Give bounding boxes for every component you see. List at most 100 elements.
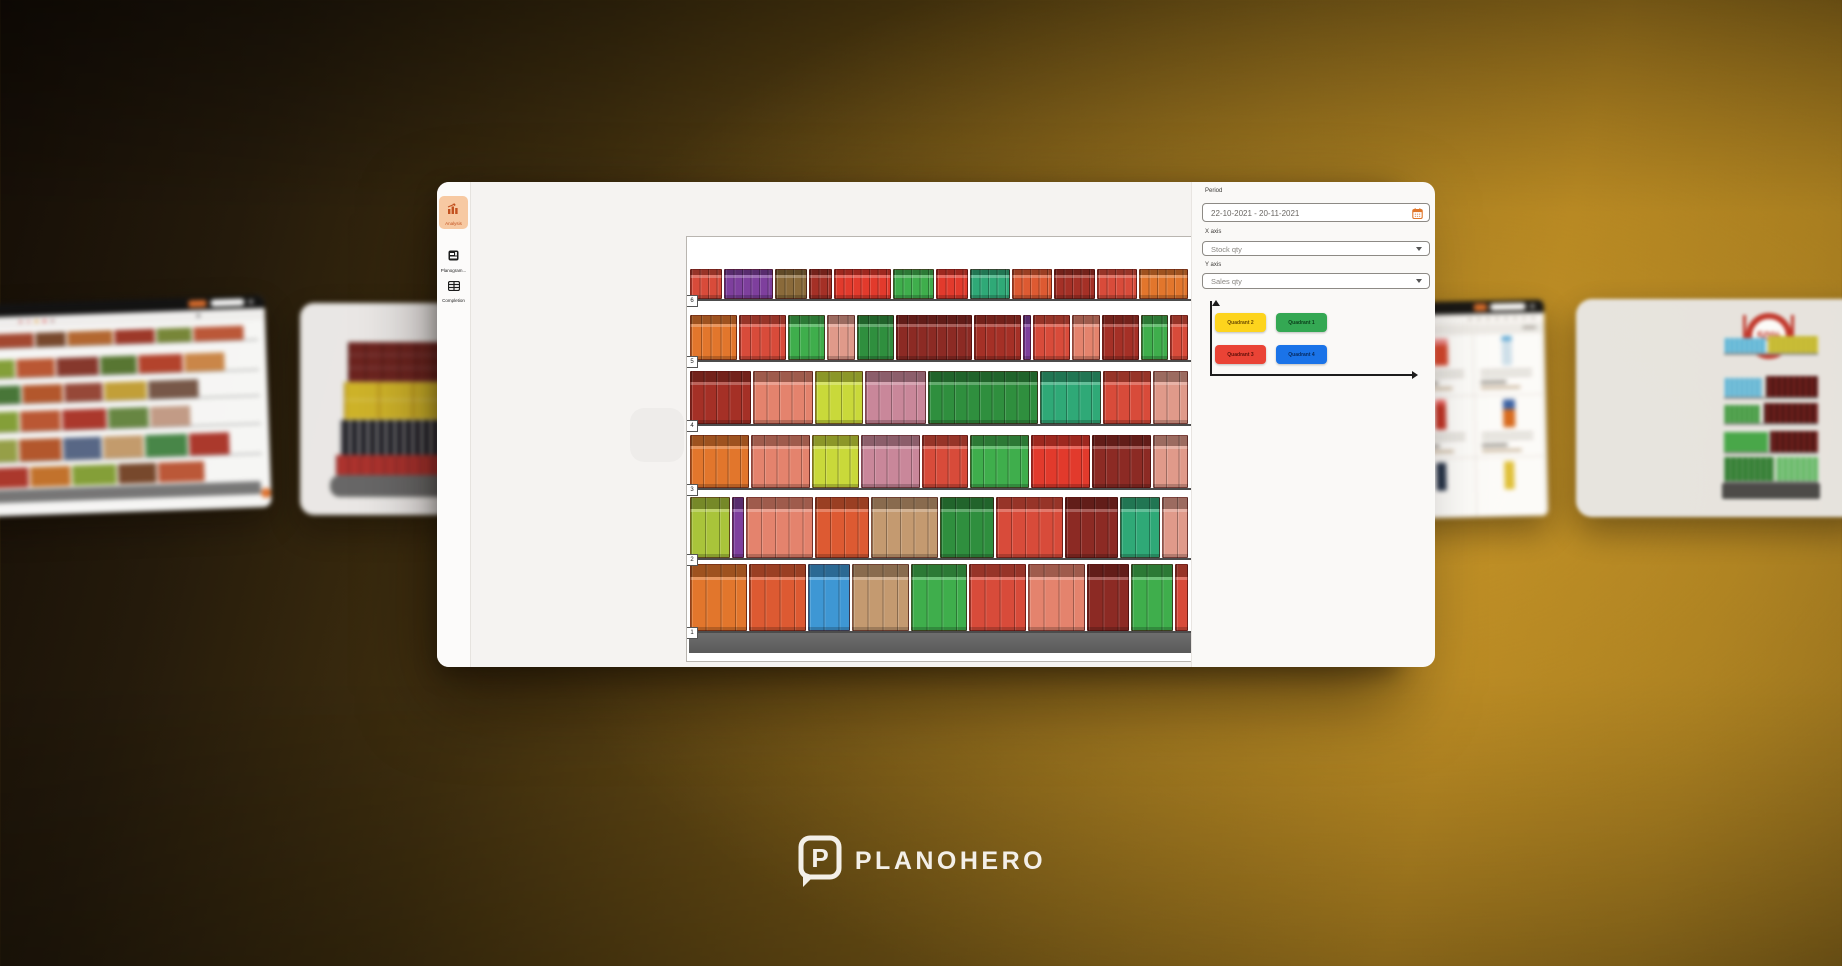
brand-lockup: P PLANOHERO [0,826,1842,896]
planogram-canvas[interactable]: 6 5 4 3 2 1 [686,236,1196,662]
product-block[interactable] [1011,269,1053,299]
product-block[interactable] [1131,564,1174,631]
pallet-base [330,475,450,497]
product-block[interactable] [815,371,863,424]
product-block[interactable] [939,497,994,558]
product-block[interactable] [927,371,1038,424]
product-block[interactable] [895,315,973,360]
product-block[interactable] [752,371,813,424]
product-block[interactable] [1162,497,1188,558]
product-block[interactable] [970,435,1030,488]
product-block[interactable] [851,564,909,631]
sidebar-item-analysis[interactable]: Analysis [437,196,470,229]
product-block[interactable] [739,315,787,360]
sidebar-item-label: Analysis [445,221,462,227]
product-block[interactable] [1072,315,1100,360]
product-block[interactable] [745,497,813,558]
product-block[interactable] [690,371,751,424]
product-block[interactable] [935,269,968,299]
product-block[interactable] [1028,564,1085,631]
product-block[interactable] [1153,435,1188,488]
quadrant-3-button[interactable]: Quadrant 3 [1215,345,1266,364]
product-block[interactable] [969,269,1010,299]
shelf-number: 2 [687,554,698,566]
quadrant-2-button[interactable]: Quadrant 2 [1215,313,1266,332]
product-block[interactable] [1023,315,1032,360]
sidebar-item-planogram[interactable]: Planogram... [437,248,470,274]
product-block[interactable] [827,315,855,360]
product-block[interactable] [690,315,738,360]
product-block[interactable] [1152,371,1188,424]
shelf-number: 1 [687,627,698,639]
product-block[interactable] [690,564,747,631]
product-block[interactable] [870,497,938,558]
product-block[interactable] [910,564,968,631]
product-block[interactable] [748,564,806,631]
product-block[interactable] [808,269,833,299]
background-screenshot-promo-shelf: 50% [1576,299,1842,517]
x-axis-line [1210,374,1414,376]
period-label: Period [1205,188,1223,194]
product-block[interactable] [921,435,969,488]
orange-button [188,299,207,308]
product-block[interactable] [995,497,1063,558]
period-value: 22-10-2021 - 20-11-2021 [1211,209,1300,218]
sidebar-item-label: Completion [442,298,465,304]
product-block[interactable] [814,497,869,558]
planohero-app-window: Analysis Planogram... Completion 6 5 4 3 2 1 … [437,182,1435,667]
shelf-number: 3 [687,484,698,496]
search-pill [1489,302,1526,311]
shelf-row [690,269,1190,299]
y-axis-selected-value: Sales qty [1211,277,1242,286]
shelf-line [687,488,1192,490]
quadrant-1-button[interactable]: Quadrant 1 [1276,313,1327,332]
product-block[interactable] [1170,315,1188,360]
product-block[interactable] [1096,269,1138,299]
product-block[interactable] [1140,315,1169,360]
sidebar-item-completion[interactable]: Completion [437,278,470,304]
shelf-row [690,315,1190,360]
product-block[interactable] [1102,371,1151,424]
sidebar: Analysis Planogram... Completion [437,182,471,667]
product-block[interactable] [974,315,1022,360]
quadrant-4-button[interactable]: Quadrant 4 [1276,345,1327,364]
product-block[interactable] [1040,371,1101,424]
product-block[interactable] [1120,497,1161,558]
badge-post [1743,315,1746,355]
period-date-range-input[interactable]: 22-10-2021 - 20-11-2021 [1202,203,1430,222]
product-block[interactable] [750,435,810,488]
product-block[interactable] [690,269,722,299]
chart-icon [447,203,458,214]
product-block[interactable] [1139,269,1188,299]
x-axis-select[interactable]: Stock qty [1202,241,1430,256]
product-block[interactable] [969,564,1027,631]
product-block[interactable] [856,315,894,360]
product-block[interactable] [731,497,744,558]
product-block[interactable] [1033,315,1071,360]
product-block[interactable] [690,497,730,558]
product-block[interactable] [1031,435,1091,488]
product-block[interactable] [834,269,892,299]
product-block[interactable] [1092,435,1152,488]
shelf-row [690,497,1190,558]
product-block[interactable] [893,269,934,299]
product-block[interactable] [1175,564,1188,631]
product-block[interactable] [807,564,850,631]
product-block[interactable] [774,269,807,299]
shelf-number: 5 [687,356,698,368]
badge-post [1791,315,1794,355]
product-block[interactable] [788,315,826,360]
product-block[interactable] [865,371,926,424]
product-block[interactable] [1054,269,1095,299]
analysis-panel: Period 22-10-2021 - 20-11-2021 X axis St… [1191,182,1435,667]
y-axis-select[interactable]: Sales qty [1202,273,1430,289]
calendar-icon[interactable] [1412,207,1423,219]
product-block[interactable] [811,435,859,488]
product-block[interactable] [1064,497,1119,558]
product-block[interactable] [1086,564,1130,631]
product-block[interactable] [1101,315,1139,360]
product-block[interactable] [723,269,773,299]
product-block[interactable] [690,435,749,488]
bottles-dark [340,420,450,455]
product-block[interactable] [860,435,920,488]
